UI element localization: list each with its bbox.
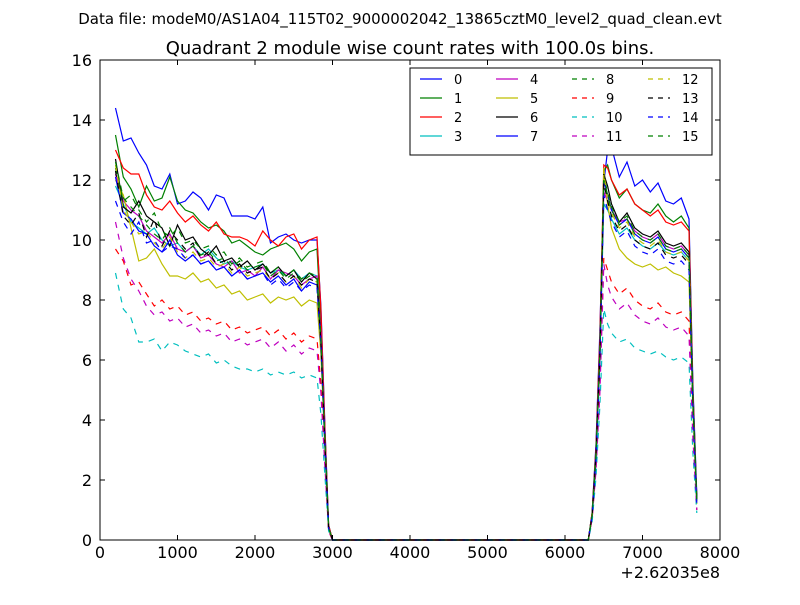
legend-label-4: 4 — [530, 73, 538, 88]
legend-label-3: 3 — [454, 130, 462, 145]
x-tick-label: 1000 — [157, 543, 198, 562]
legend-label-9: 9 — [606, 92, 614, 107]
x-tick-label: 7000 — [622, 543, 663, 562]
x-tick-label: 4000 — [390, 543, 431, 562]
y-tick-label: 6 — [82, 351, 92, 370]
x-tick-label: 6000 — [545, 543, 586, 562]
legend-label-15: 15 — [682, 130, 699, 145]
series-line-10 — [114, 272, 698, 541]
legend-label-11: 11 — [606, 130, 623, 145]
y-tick-label: 4 — [82, 411, 92, 430]
legend-label-6: 6 — [530, 111, 538, 126]
legend-label-7: 7 — [530, 130, 538, 145]
chart-title: Quadrant 2 module wise count rates with … — [166, 38, 655, 59]
series-layer — [114, 107, 698, 541]
y-tick-label: 16 — [72, 51, 92, 70]
x-tick-label: 3000 — [312, 543, 353, 562]
x-tick-label: 0 — [95, 543, 105, 562]
y-tick-label: 8 — [82, 291, 92, 310]
x-tick-label: 2000 — [235, 543, 276, 562]
legend-label-12: 12 — [682, 73, 699, 88]
series-line-15 — [114, 161, 698, 541]
y-tick-label: 2 — [82, 471, 92, 490]
series-line-8 — [114, 167, 698, 541]
legend-box — [409, 67, 713, 156]
series-line-2 — [114, 149, 698, 541]
legend-label-13: 13 — [682, 92, 699, 107]
y-tick-label: 14 — [72, 111, 92, 130]
series-line-9 — [114, 248, 698, 541]
x-tick-label: 5000 — [467, 543, 508, 562]
series-line-13 — [114, 170, 698, 541]
legend-label-5: 5 — [530, 92, 538, 107]
series-line-14 — [114, 194, 698, 541]
y-tick-label: 12 — [72, 171, 92, 190]
series-line-5 — [114, 167, 698, 541]
legend-label-2: 2 — [454, 111, 462, 126]
y-tick-label: 10 — [72, 231, 92, 250]
legend-label-0: 0 — [454, 73, 462, 88]
x-tick-label: 8000 — [700, 543, 741, 562]
legend-label-14: 14 — [682, 111, 699, 126]
y-tick-label: 0 — [82, 531, 92, 550]
legend-label-1: 1 — [454, 92, 462, 107]
x-axis-offset-label: +2.62035e8 — [620, 563, 720, 582]
figure-suptitle: Data file: modeM0/AS1A04_115T02_90000020… — [78, 10, 722, 29]
series-line-11 — [114, 221, 698, 541]
legend-label-10: 10 — [606, 111, 623, 126]
legend-label-8: 8 — [606, 73, 614, 88]
axes-layer: 0 1000 2000 3000 4000 5000 6000 7000 80000246810… — [72, 51, 741, 562]
